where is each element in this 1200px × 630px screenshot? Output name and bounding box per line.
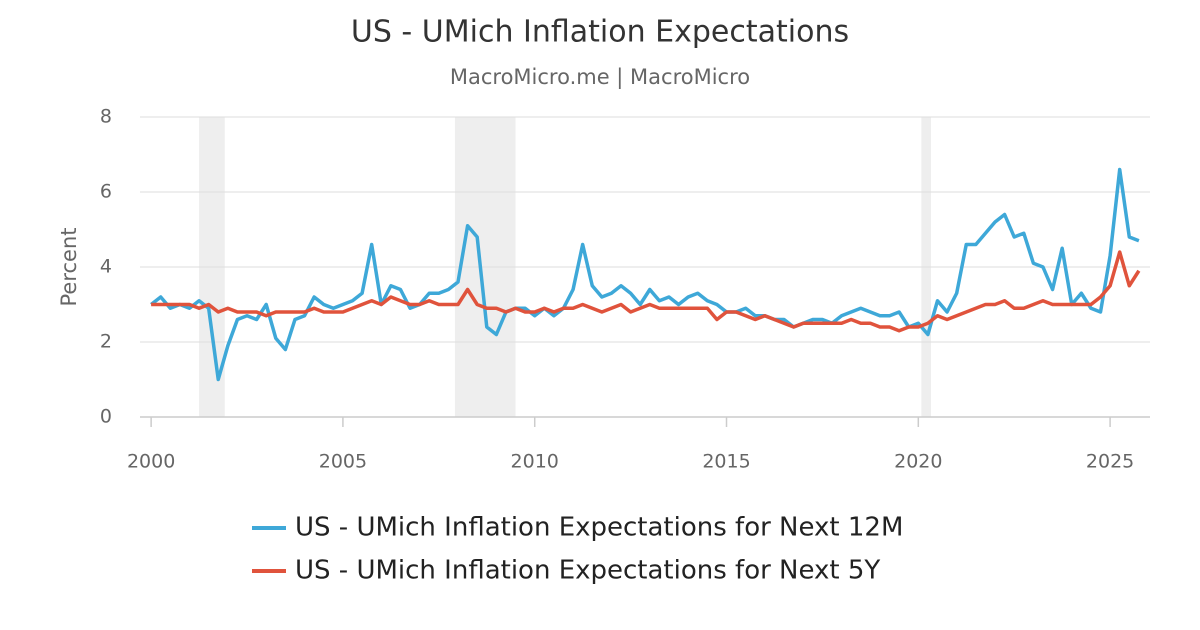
legend-label: US - UMich Inflation Expectations for Ne… [295,513,903,543]
y-tick-label: 0 [100,406,112,428]
x-tick-label: 2010 [511,451,559,473]
x-tick-label: 2005 [319,451,367,473]
chart-subtitle: MacroMicro.me | MacroMicro [450,65,750,90]
y-tick-label: 6 [100,181,112,203]
y-tick-label: 4 [100,256,112,278]
y-axis-label: Percent [57,227,81,306]
x-tick-label: 2020 [894,451,942,473]
series-line [151,250,1141,333]
x-tick-label: 2015 [702,451,750,473]
legend-label: US - UMich Inflation Expectations for Ne… [295,556,880,586]
series-line [150,167,1140,382]
y-tick-label: 2 [100,331,112,353]
y-tick-label: 8 [100,106,112,128]
chart-title: US - UMich Inflation Expectations [351,15,849,50]
x-tick-label: 2025 [1086,451,1134,473]
x-tick-label: 2000 [127,451,175,473]
